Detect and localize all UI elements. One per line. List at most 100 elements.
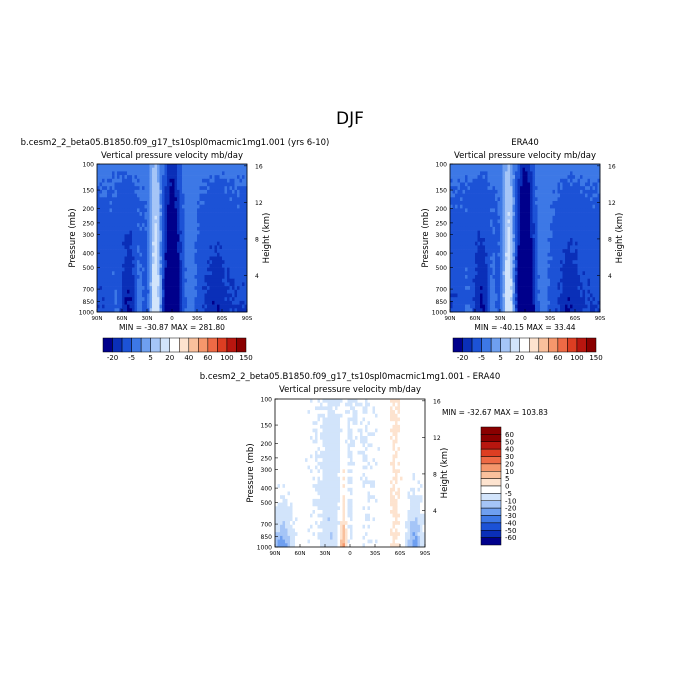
field-cell bbox=[482, 260, 486, 265]
field-cell bbox=[214, 304, 218, 309]
field-cell bbox=[480, 201, 483, 205]
field-cell bbox=[169, 271, 173, 276]
field-cell bbox=[124, 297, 128, 302]
field-cell bbox=[127, 215, 130, 220]
field-cell bbox=[525, 167, 528, 172]
field-cell bbox=[475, 186, 478, 191]
field-cell bbox=[547, 297, 551, 302]
field-cell bbox=[129, 256, 133, 261]
field-cell bbox=[532, 278, 536, 283]
field-cell bbox=[597, 308, 601, 313]
field-cell bbox=[457, 241, 461, 246]
field-cell bbox=[232, 171, 235, 176]
field-cell bbox=[532, 275, 536, 279]
field-cell bbox=[157, 201, 160, 205]
field-cell bbox=[189, 249, 193, 254]
field-cell bbox=[184, 278, 188, 283]
field-cell bbox=[472, 219, 476, 224]
colorbar-box bbox=[529, 337, 540, 353]
field-cell bbox=[582, 204, 586, 209]
field-cell bbox=[99, 215, 103, 220]
field-cell bbox=[137, 271, 140, 276]
field-cell bbox=[134, 189, 138, 194]
field-cell bbox=[567, 178, 571, 183]
field-cell bbox=[192, 260, 195, 265]
field-cell bbox=[159, 293, 163, 298]
field-cell bbox=[234, 241, 238, 246]
field-cell bbox=[515, 226, 518, 231]
field-cell bbox=[237, 275, 240, 279]
field-cell bbox=[495, 263, 498, 268]
field-cell bbox=[192, 293, 195, 298]
field-cell bbox=[164, 304, 168, 309]
field-cell bbox=[224, 186, 228, 191]
field-cell bbox=[197, 275, 200, 279]
field-cell bbox=[207, 304, 210, 309]
field-cell bbox=[114, 186, 118, 191]
field-cell bbox=[229, 204, 233, 209]
field-cell bbox=[592, 208, 596, 213]
field-cell bbox=[199, 245, 203, 250]
field-cell bbox=[485, 263, 488, 268]
field-cell bbox=[572, 293, 576, 298]
field-cell bbox=[510, 230, 513, 235]
field-cell bbox=[502, 282, 506, 287]
field-cell bbox=[212, 212, 215, 217]
field-cell bbox=[237, 263, 240, 268]
field-cell bbox=[214, 278, 218, 283]
field-cell bbox=[189, 193, 193, 198]
field-cell bbox=[199, 241, 203, 246]
colorbar-label: 100 bbox=[220, 354, 233, 362]
field-cell bbox=[97, 289, 100, 294]
field-cell bbox=[207, 252, 210, 257]
field-cell bbox=[460, 278, 463, 283]
field-cell bbox=[202, 245, 205, 250]
field-cell bbox=[450, 282, 453, 287]
field-cell bbox=[112, 223, 115, 228]
field-cell bbox=[552, 245, 556, 250]
field-cell bbox=[512, 282, 516, 287]
field-cell bbox=[152, 215, 155, 220]
field-cell bbox=[139, 189, 143, 194]
field-cell bbox=[535, 171, 538, 176]
field-cell bbox=[450, 204, 453, 209]
field-cell bbox=[567, 182, 571, 187]
field-cell bbox=[562, 215, 566, 220]
field-cell bbox=[139, 219, 143, 224]
field-cell bbox=[234, 230, 238, 235]
field-cell bbox=[562, 171, 566, 176]
field-cell bbox=[147, 178, 150, 183]
field-cell bbox=[184, 297, 188, 302]
field-cell bbox=[575, 215, 578, 220]
field-cell bbox=[194, 245, 198, 250]
field-cell bbox=[490, 286, 493, 291]
field-cell bbox=[522, 304, 526, 309]
field-cell bbox=[595, 167, 598, 172]
field-cell bbox=[169, 308, 173, 313]
field-cell bbox=[197, 256, 200, 261]
field-cell bbox=[567, 293, 571, 298]
field-cell bbox=[482, 238, 486, 242]
field-cell bbox=[312, 399, 316, 403]
field-cell bbox=[452, 282, 456, 287]
field-cell bbox=[537, 252, 541, 257]
field-cell bbox=[194, 226, 198, 231]
field-cell bbox=[470, 245, 473, 250]
field-cell bbox=[154, 171, 158, 176]
colorbar-box bbox=[207, 337, 218, 353]
field-cell bbox=[552, 164, 556, 168]
field-cell bbox=[107, 201, 110, 205]
field-cell bbox=[167, 308, 170, 313]
field-cell bbox=[480, 212, 483, 217]
field-cell bbox=[234, 226, 238, 231]
field-cell bbox=[139, 245, 143, 250]
field-cell bbox=[194, 197, 198, 202]
field-cell bbox=[122, 234, 125, 239]
field-cell bbox=[517, 219, 521, 224]
field-cell bbox=[167, 234, 170, 239]
field-cell bbox=[537, 208, 541, 213]
field-cell bbox=[480, 167, 483, 172]
field-cell bbox=[172, 300, 175, 305]
field-cell bbox=[154, 256, 158, 261]
field-cell bbox=[520, 219, 523, 224]
